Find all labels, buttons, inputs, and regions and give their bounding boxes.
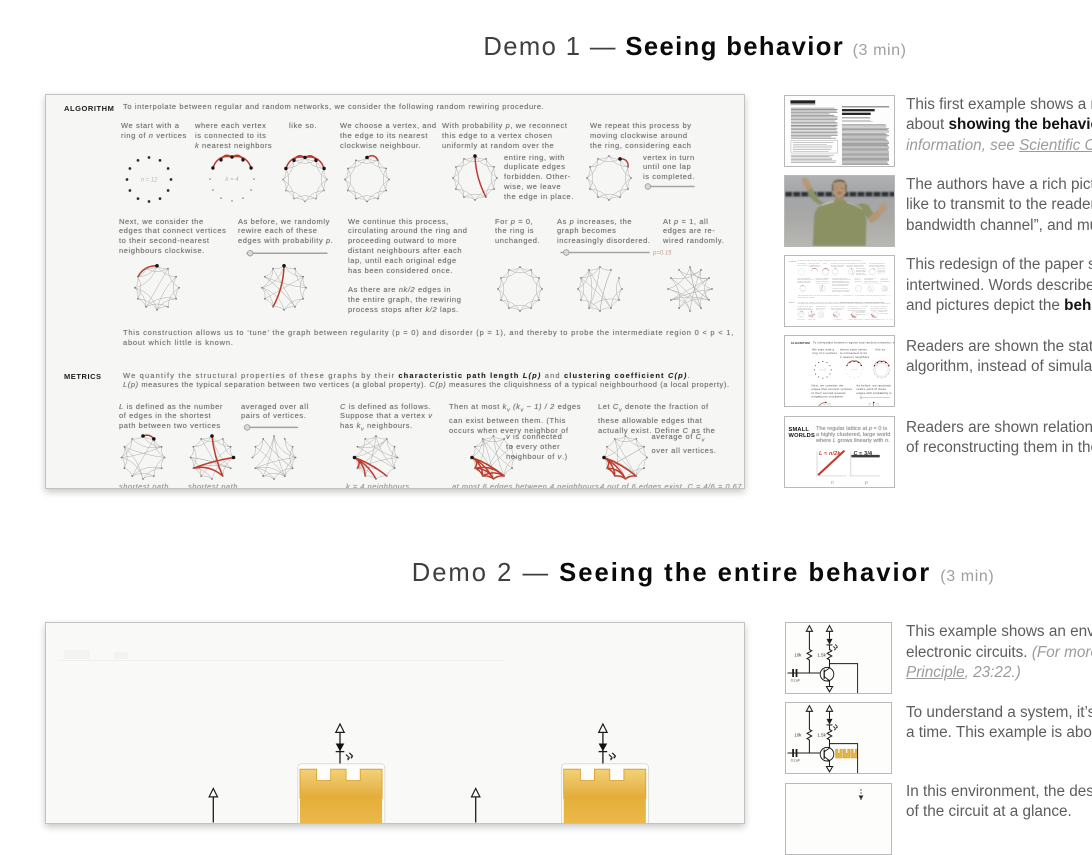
svg-text:0.1uF: 0.1uF (791, 759, 801, 763)
svg-text:0.1uF: 0.1uF (791, 679, 801, 683)
svg-text:k = 4: k = 4 (225, 177, 239, 183)
svg-text:1.5k: 1.5k (817, 653, 826, 658)
svg-text:1.5k: 1.5k (817, 733, 826, 738)
svg-text:p=0.15: p=0.15 (878, 282, 882, 284)
svg-text:k = 4: k = 4 (852, 368, 858, 371)
svg-text:10k: 10k (794, 733, 802, 738)
svg-text:n = 12: n = 12 (141, 178, 159, 184)
svg-text:n = 12: n = 12 (800, 271, 803, 273)
svg-text:k = 4: k = 4 (813, 270, 815, 273)
svg-text:10k: 10k (794, 653, 802, 658)
svg-text:n = 12: n = 12 (820, 369, 827, 371)
svg-text:p=0.15: p=0.15 (652, 251, 672, 257)
